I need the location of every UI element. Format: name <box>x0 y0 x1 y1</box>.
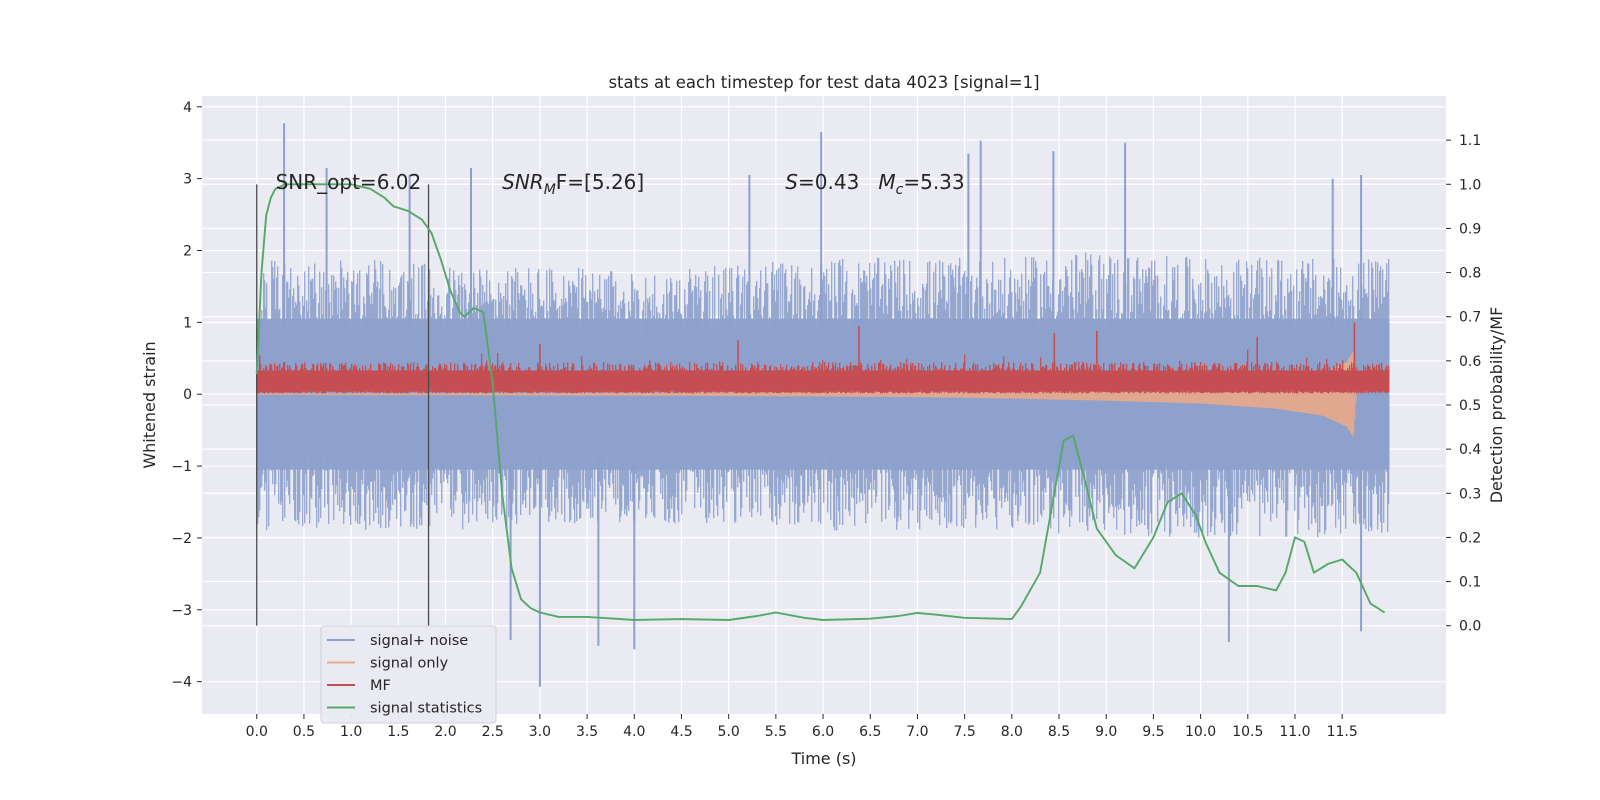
data-layer <box>255 123 1390 687</box>
legend-entry-label: MF <box>370 678 391 694</box>
y-right-tick-label: 0.4 <box>1459 442 1481 458</box>
x-tick-label: 11.5 <box>1327 724 1358 740</box>
x-tick-label: 9.5 <box>1142 724 1164 740</box>
annotation-snr-opt: SNR_opt=6.02 <box>276 170 422 194</box>
x-tick-label: 4.0 <box>623 724 645 740</box>
annotation-snr-mf-sub: M <box>544 182 556 198</box>
y-right-tick-label: 0.6 <box>1459 354 1481 370</box>
x-axis-label: Time (s) <box>790 749 856 768</box>
x-tick-label: 6.0 <box>812 724 834 740</box>
signal-noise-peaks <box>283 123 1363 687</box>
x-tick-label: 3.5 <box>576 724 598 740</box>
x-tick-label: 1.5 <box>387 724 409 740</box>
legend-entry-label: signal+ noise <box>370 633 468 649</box>
mf-core <box>256 370 1390 391</box>
x-tick-label: 5.5 <box>765 724 787 740</box>
y-right-tick-label: 0.8 <box>1459 266 1481 282</box>
y-right-axis-label: Detection probability/MF <box>1487 307 1506 504</box>
y-right-tick-label: 0.2 <box>1459 530 1481 546</box>
annotation-snr-mf: SNRMF=[5.26] <box>502 170 644 198</box>
x-tick-label: 6.5 <box>859 724 881 740</box>
x-tick-label: 8.0 <box>1001 724 1023 740</box>
x-tick-label: 1.0 <box>340 724 362 740</box>
y-right-tick-label: 1.1 <box>1459 133 1481 149</box>
y-right-tick-label: 0.0 <box>1459 619 1481 635</box>
annotation-mc-sub: c <box>896 182 904 198</box>
annotation-snr-mf-main: SNR <box>502 170 544 194</box>
x-tick-label: 5.0 <box>718 724 740 740</box>
x-tick-label: 10.5 <box>1232 724 1263 740</box>
annotation-snr-mf-tail: F=[5.26] <box>556 170 644 194</box>
signal-statistics-line <box>255 183 1386 621</box>
axes-layer: 0.0 0.5 1.0 1.5 2.0 2.5 3.0 3.5 4.0 4.5 5.0 5.5 6.0 6… <box>171 100 1481 740</box>
y-tick-label: 0 <box>183 387 192 403</box>
x-tick-label: 0.0 <box>246 724 268 740</box>
x-tick-label: 11.0 <box>1279 724 1310 740</box>
chart-title: stats at each timestep for test data 402… <box>608 73 1039 92</box>
y-right-tick-label: 1.0 <box>1459 177 1481 193</box>
x-tick-label: 0.5 <box>293 724 315 740</box>
legend-entry-label: signal statistics <box>370 701 482 717</box>
x-tick-label: 2.5 <box>482 724 504 740</box>
annotation-s-main: S <box>785 170 798 194</box>
y-tick-label: −3 <box>171 603 192 619</box>
x-tick-label: 10.0 <box>1185 724 1216 740</box>
annotation-mc-tail: =5.33 <box>903 170 964 194</box>
y-tick-label: −2 <box>171 531 192 547</box>
y-axis-label: Whitened strain <box>140 341 159 468</box>
y-right-tick-label: 0.7 <box>1459 310 1481 326</box>
x-tick-label: 3.0 <box>529 724 551 740</box>
y-tick-label: −4 <box>171 675 192 691</box>
mf-peaks <box>539 322 1356 373</box>
y-right-tick-label: 0.1 <box>1459 575 1481 591</box>
annotation-s-mc: S=0.43 Mc=5.33 <box>785 170 964 198</box>
y-tick-label: 4 <box>183 100 192 116</box>
y-tick-label: 2 <box>183 244 192 260</box>
y-right-tick-label: 0.3 <box>1459 486 1481 502</box>
legend-box <box>320 625 497 724</box>
y-tick-label: 1 <box>183 315 192 331</box>
legend-entry-label: signal only <box>370 656 449 672</box>
annotation-mc-main: M <box>878 170 895 194</box>
annotation-s-tail: =0.43 <box>798 170 878 194</box>
y-right-tick-label: 0.5 <box>1459 398 1481 414</box>
y-tick-label: 3 <box>183 172 192 188</box>
y-tick-label: −1 <box>171 459 192 475</box>
x-tick-label: 9.0 <box>1095 724 1117 740</box>
x-tick-label: 8.5 <box>1048 724 1070 740</box>
x-tick-label: 4.5 <box>670 724 692 740</box>
x-tick-label: 7.5 <box>954 724 976 740</box>
x-tick-label: 2.0 <box>434 724 456 740</box>
legend: signal+ noise signal only MF signal statist… <box>320 625 497 724</box>
x-tick-label: 7.0 <box>906 724 928 740</box>
annotation-layer: SNR_opt=6.02 SNRMF=[5.26] S=0.43 Mc=5.33 <box>276 170 965 198</box>
y-right-tick-label: 0.9 <box>1459 221 1481 237</box>
